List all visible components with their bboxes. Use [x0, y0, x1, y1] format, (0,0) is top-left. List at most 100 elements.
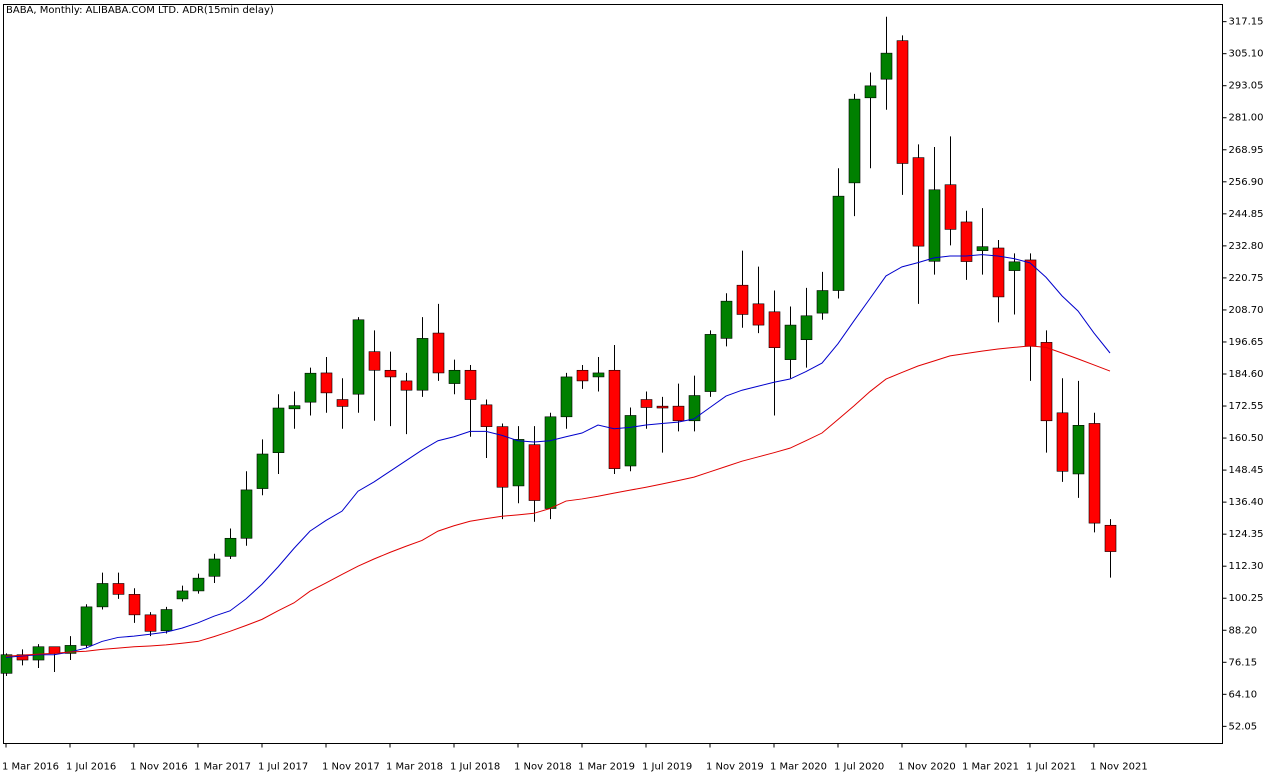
x-tick-label: 1 Jul 2019	[642, 762, 692, 773]
candle-body	[1056, 412, 1069, 472]
candle-body	[400, 380, 413, 391]
x-tick-label: 1 Mar 2016	[2, 762, 59, 773]
candle-body	[128, 594, 141, 616]
candle-body	[64, 645, 77, 654]
x-tick-label: 1 Nov 2021	[1090, 762, 1148, 773]
candle-body	[944, 184, 957, 230]
y-tick-label: 100.25	[1229, 593, 1264, 604]
y-tick-label: 112.30	[1229, 561, 1264, 572]
x-tick-label: 1 Mar 2019	[578, 762, 635, 773]
candle-body	[1072, 425, 1085, 475]
candle-body	[496, 426, 509, 488]
x-tick-label: 1 Jul 2016	[66, 762, 116, 773]
candle-body	[848, 98, 861, 184]
x-tick-label: 1 Nov 2016	[130, 762, 188, 773]
candle-body	[880, 52, 893, 80]
x-tick-label: 1 Mar 2018	[386, 762, 443, 773]
candle-body	[336, 399, 349, 407]
candle-body	[688, 395, 701, 422]
candle-body	[624, 415, 637, 467]
y-tick-label: 256.90	[1229, 177, 1264, 188]
candle-body	[720, 300, 733, 339]
candle-body	[80, 606, 93, 646]
y-tick-label: 244.85	[1229, 209, 1264, 220]
candle-body	[912, 157, 925, 247]
candle-body	[896, 40, 909, 164]
candle-body	[560, 376, 573, 418]
candle-body	[672, 405, 685, 422]
candle-body	[976, 246, 989, 251]
candle-body	[832, 195, 845, 291]
x-tick-label: 1 Mar 2021	[962, 762, 1019, 773]
y-tick-label: 88.20	[1229, 625, 1258, 636]
candle-body	[96, 583, 109, 608]
candle-body	[784, 324, 797, 360]
y-tick-label: 220.75	[1229, 273, 1264, 284]
x-tick-label: 1 Jul 2020	[834, 762, 884, 773]
y-tick-label: 124.35	[1229, 529, 1264, 540]
x-tick-label: 1 Mar 2020	[770, 762, 827, 773]
x-tick-label: 1 Nov 2020	[898, 762, 956, 773]
candle-body	[992, 247, 1005, 298]
candle-body	[256, 453, 269, 489]
candle-body	[1104, 524, 1117, 552]
candle-body	[512, 439, 525, 487]
candle-body	[416, 338, 429, 391]
candle-body	[112, 583, 125, 595]
x-tick-label: 1 Jul 2021	[1026, 762, 1076, 773]
candle-body	[752, 303, 765, 326]
candle-body	[368, 351, 381, 371]
x-tick-label: 1 Nov 2018	[514, 762, 572, 773]
candle-body	[864, 85, 877, 99]
candle-body	[304, 372, 317, 403]
y-tick-label: 148.45	[1229, 465, 1264, 476]
candle-body	[0, 654, 13, 674]
candle-body	[928, 189, 941, 262]
candle-body	[272, 407, 285, 453]
y-tick-label: 196.65	[1229, 337, 1264, 348]
candle-body	[480, 404, 493, 427]
y-tick-label: 172.55	[1229, 401, 1264, 412]
y-tick-label: 317.15	[1229, 17, 1264, 28]
candle-body	[1040, 342, 1053, 422]
candle-body	[384, 369, 397, 378]
moving-average	[5, 254, 1111, 658]
candle-body	[192, 577, 205, 592]
y-tick-label: 232.80	[1229, 241, 1264, 252]
y-tick-label: 64.10	[1229, 689, 1258, 700]
candle-body	[816, 290, 829, 314]
candle-body	[288, 405, 301, 410]
candle-body	[960, 221, 973, 262]
candle-body	[1088, 423, 1101, 524]
y-tick-label: 268.95	[1229, 145, 1264, 156]
x-tick-label: 1 Jul 2017	[258, 762, 308, 773]
candle-body	[160, 609, 173, 632]
candle-body	[528, 444, 541, 501]
x-tick-label: 1 Mar 2017	[194, 762, 251, 773]
x-tick-label: 1 Jul 2018	[450, 762, 500, 773]
candle-body	[800, 315, 813, 341]
candle-body	[48, 646, 61, 654]
y-tick-label: 160.50	[1229, 433, 1264, 444]
x-tick-label: 1 Nov 2019	[706, 762, 764, 773]
candle-body	[448, 369, 461, 384]
y-tick-label: 293.05	[1229, 81, 1264, 92]
candle-body	[1008, 261, 1021, 271]
y-tick-label: 281.00	[1229, 113, 1264, 124]
candle-body	[640, 399, 653, 408]
candle-body	[240, 489, 253, 539]
candle-body	[656, 405, 669, 409]
candle-body	[592, 372, 605, 378]
moving-average	[5, 345, 1111, 657]
candle-body	[432, 332, 445, 374]
y-tick-label: 136.40	[1229, 497, 1264, 508]
candle-body	[352, 319, 365, 395]
candle-body	[32, 646, 45, 661]
candle-body	[464, 369, 477, 400]
x-tick-label: 1 Nov 2017	[322, 762, 380, 773]
candle-body	[1024, 259, 1037, 347]
candle-body	[608, 369, 621, 469]
candle-body	[704, 334, 717, 392]
candle-body	[320, 372, 333, 394]
